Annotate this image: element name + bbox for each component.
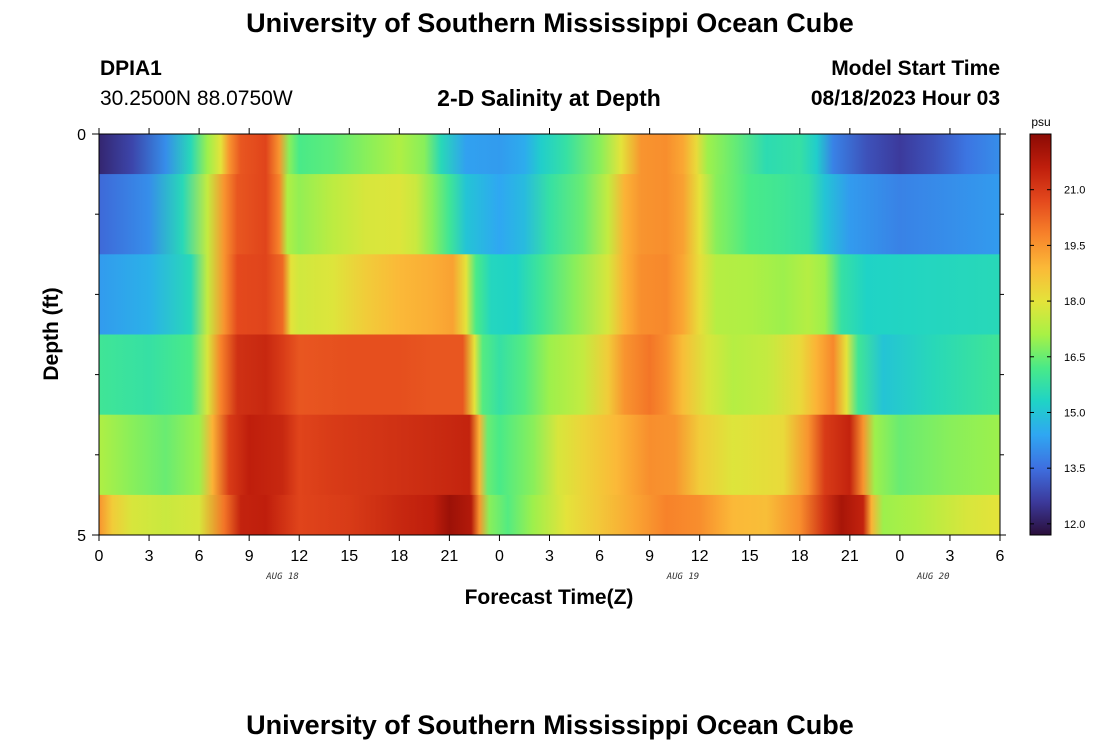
colorbar: 12.0 13.5 15.0 16.5 18.0 19.5 21.0 [1029, 133, 1085, 536]
colorbar-tick-label: 16.5 [1064, 352, 1085, 364]
colorbar-unit-label: psu [1031, 115, 1050, 129]
date-label: AUG 19 [666, 572, 700, 582]
x-tick-label: 0 [95, 548, 104, 565]
x-tick-label: 18 [791, 548, 809, 565]
depth-layer-1 [99, 174, 1000, 255]
station-id: DPIA1 [100, 57, 162, 80]
y-tick-label: 5 [77, 528, 86, 545]
depth-layer-3 [99, 334, 1000, 416]
colorbar-tick-label: 13.5 [1064, 463, 1085, 475]
y-tick-label: 0 [77, 127, 86, 144]
colorbar-tick-label: 18.0 [1064, 296, 1085, 308]
depth-layer-0 [99, 134, 1000, 175]
depth-layer-2 [99, 254, 1000, 335]
x-tick-label: 6 [195, 548, 204, 565]
y-axis-label: Depth (ft) [40, 287, 63, 380]
x-tick-label: 21 [841, 548, 859, 565]
station-coordinates: 30.2500N 88.0750W [100, 87, 293, 110]
plot-title: 2-D Salinity at Depth [437, 85, 661, 111]
x-tick-label: 3 [945, 548, 954, 565]
x-tick-label: 12 [691, 548, 709, 565]
colorbar-tick-label: 12.0 [1064, 519, 1085, 531]
x-tick-label: 9 [245, 548, 254, 565]
salinity-heatmap-chart: 0 3 6 9 12 15 18 21 0 3 6 9 12 15 18 21 0 3 6 AUG 18 AUG 19 A… [40, 115, 1085, 609]
model-start-value: 08/18/2023 Hour 03 [810, 87, 1000, 110]
colorbar-tick-label: 19.5 [1064, 240, 1085, 252]
y-axis: 05 [77, 127, 1006, 545]
x-axis: 0 3 6 9 12 15 18 21 0 3 6 9 12 15 18 21 0 3 6 AUG 18 AUG 19 A… [95, 128, 1005, 582]
x-tick-label: 12 [290, 548, 308, 565]
depth-layer-4 [99, 414, 1000, 496]
colorbar-scale [1029, 133, 1052, 536]
heatmap-layers [99, 134, 1000, 536]
colorbar-tick-label: 15.0 [1064, 407, 1085, 419]
colorbar-tick-label: 21.0 [1064, 185, 1085, 197]
model-start-label: Model Start Time [831, 57, 1000, 80]
x-tick-label: 0 [895, 548, 904, 565]
x-tick-label: 3 [545, 548, 554, 565]
x-tick-label: 0 [495, 548, 504, 565]
depth-layer-5 [99, 494, 1000, 536]
date-label: AUG 20 [916, 572, 950, 582]
x-tick-label: 15 [340, 548, 358, 565]
footer-title: University of Southern Mississippi Ocean… [246, 710, 854, 740]
x-tick-label: 18 [390, 548, 408, 565]
x-tick-label: 15 [741, 548, 759, 565]
page-title: University of Southern Mississippi Ocean… [246, 8, 854, 38]
x-tick-label: 3 [145, 548, 154, 565]
x-tick-label: 9 [645, 548, 654, 565]
x-tick-label: 6 [595, 548, 604, 565]
x-tick-label: 6 [996, 548, 1005, 565]
x-axis-label: Forecast Time(Z) [465, 586, 634, 609]
date-label: AUG 18 [265, 572, 299, 582]
x-tick-label: 21 [440, 548, 458, 565]
